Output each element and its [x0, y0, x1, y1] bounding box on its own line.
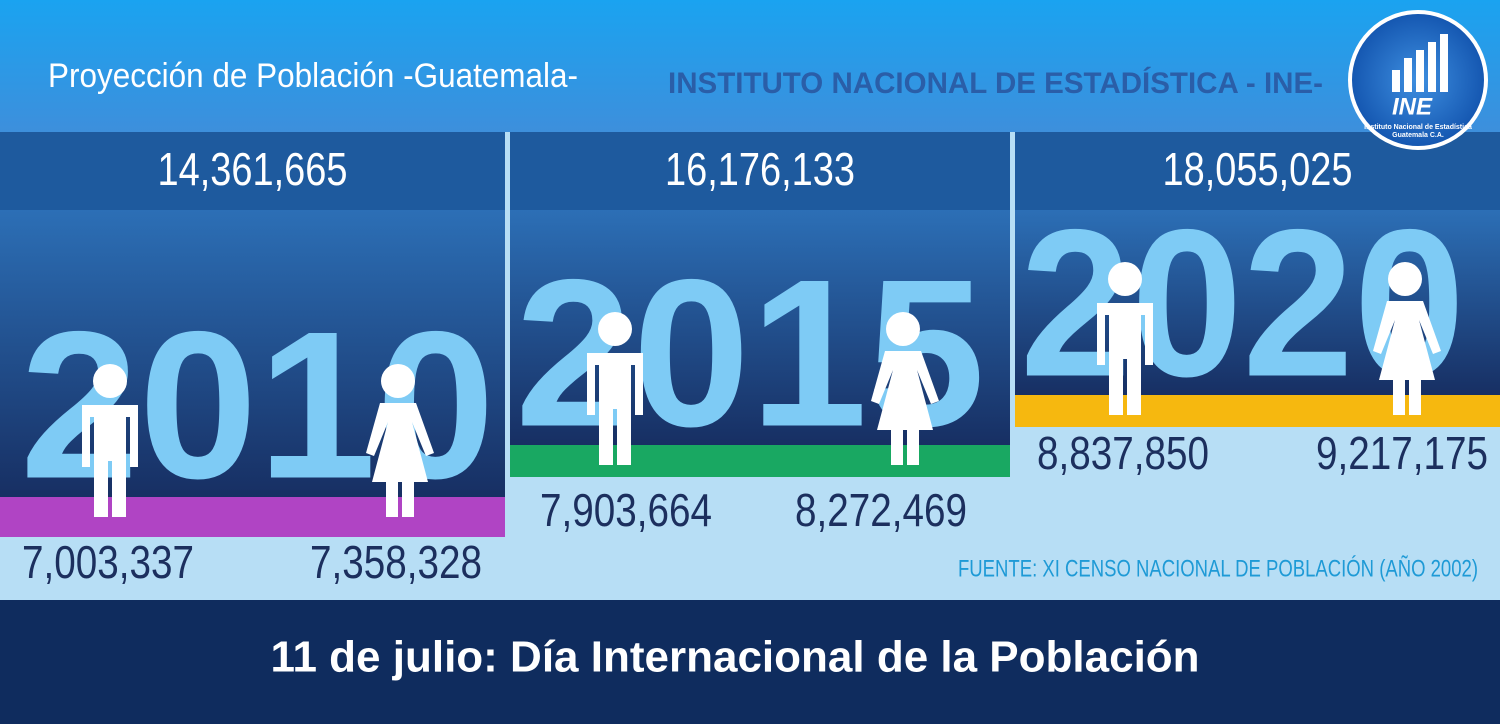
logo-country: Guatemala C.A. — [1392, 132, 1444, 139]
logo-name: Instituto Nacional de Estadística — [1364, 124, 1472, 131]
male-count: 7,003,337 — [22, 536, 194, 588]
male-icon — [1097, 262, 1153, 415]
total-band — [510, 132, 1010, 210]
head — [1108, 262, 1142, 296]
male-icon — [82, 364, 138, 517]
head — [1388, 262, 1422, 296]
logo: INE Instituto Nacional de Estadística Gu… — [1348, 10, 1488, 150]
female-icon — [366, 364, 434, 517]
total: 18,055,025 — [1163, 143, 1353, 195]
color-bar — [0, 497, 505, 537]
male-count: 8,837,850 — [1037, 427, 1209, 479]
head — [93, 364, 127, 398]
head — [598, 312, 632, 346]
body — [1097, 303, 1153, 415]
female-icon — [1373, 262, 1441, 415]
logo-acronym: INE — [1392, 93, 1433, 120]
logo-bars — [1392, 34, 1448, 92]
panels: 14,361,665 2010 7,003,337 7,358,328 16,176,1… — [0, 132, 1500, 588]
total: 14,361,665 — [158, 143, 348, 195]
footer-text: 11 de julio: Día Internacional de la Pob… — [270, 633, 1199, 682]
organization: INSTITUTO NACIONAL DE ESTADÍSTICA - INE- — [668, 66, 1323, 100]
head — [381, 364, 415, 398]
male-count: 7,903,664 — [540, 484, 712, 536]
color-bar — [1015, 395, 1500, 427]
female-count: 7,358,328 — [310, 536, 482, 588]
total-band — [0, 132, 505, 210]
female-count: 8,272,469 — [795, 484, 967, 536]
body — [366, 403, 434, 517]
footer-band — [0, 600, 1500, 724]
source: FUENTE: XI CENSO NACIONAL DE POBLACIÓN (… — [958, 555, 1478, 582]
body — [871, 351, 939, 465]
body — [1373, 301, 1441, 415]
header-band — [0, 0, 1500, 132]
female-count: 9,217,175 — [1316, 427, 1488, 479]
body — [587, 353, 643, 465]
male-icon — [587, 312, 643, 465]
total: 16,176,133 — [665, 143, 855, 195]
header-title: Proyección de Población -Guatemala- — [48, 57, 578, 95]
female-icon — [871, 312, 939, 465]
head — [886, 312, 920, 346]
color-bar — [510, 445, 1010, 477]
year: 2010 — [20, 287, 495, 522]
body — [82, 405, 138, 517]
